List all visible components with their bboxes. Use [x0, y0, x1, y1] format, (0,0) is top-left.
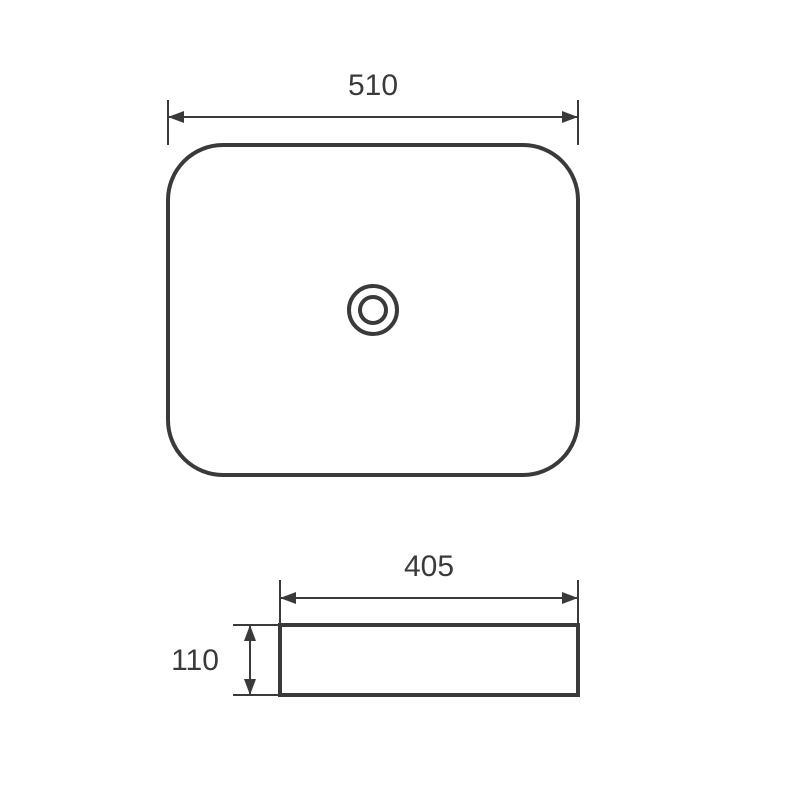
arrow-head: [244, 679, 256, 695]
dimension-label: 110: [171, 644, 219, 677]
arrow-head: [562, 111, 578, 123]
dimension-label: 405: [404, 550, 454, 583]
drain-inner-circle: [360, 297, 386, 323]
arrow-head: [244, 625, 256, 641]
basin-side-outline: [280, 625, 578, 695]
arrow-head: [280, 592, 296, 604]
basin-top-outline: [168, 145, 578, 475]
arrow-head: [562, 592, 578, 604]
drain-outer-circle: [349, 286, 397, 334]
arrow-head: [168, 111, 184, 123]
dimension-label: 510: [348, 69, 398, 102]
